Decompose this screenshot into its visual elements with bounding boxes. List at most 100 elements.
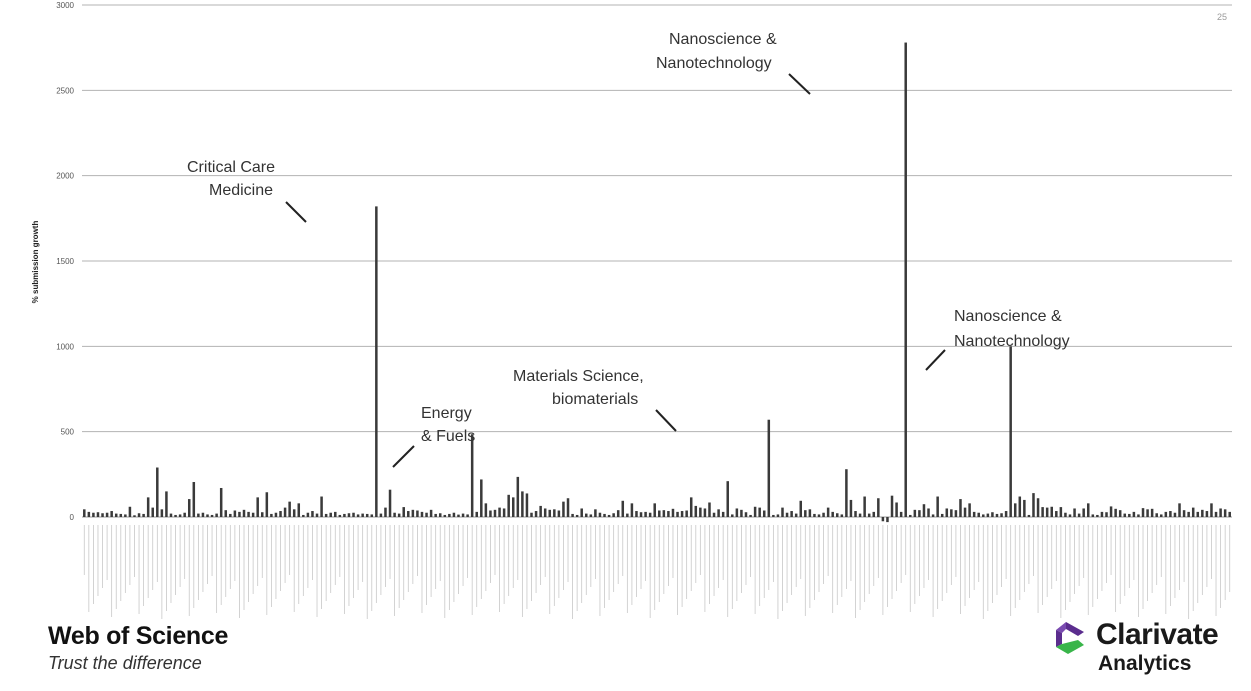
bar [402,507,405,517]
bar [306,512,310,517]
annotation-leader-line [392,445,415,468]
bar [1045,507,1049,517]
bar [1169,511,1172,517]
bar [959,499,962,517]
bar [808,509,812,517]
bar [525,493,529,517]
bar [731,514,734,517]
bar [219,487,223,517]
bar [288,501,291,517]
bar [516,476,520,517]
bar [261,512,264,517]
bar [594,509,597,517]
bar [393,512,396,517]
bar [1173,512,1177,517]
bar [1036,498,1040,517]
bar [1064,512,1067,517]
bar [589,514,593,517]
clarivate-logo-icon [1056,622,1084,654]
bar [1150,508,1154,517]
bar [762,510,766,517]
bar [101,513,104,517]
bar [297,503,301,517]
bar [443,514,447,517]
bar [986,513,990,517]
bar [320,496,323,517]
bar [790,511,793,517]
bar [338,514,342,517]
bar [534,511,538,517]
bar [1141,508,1145,517]
bar [365,513,369,517]
bar [635,511,638,517]
bar [429,509,433,517]
bar [1187,511,1190,517]
bar [452,512,456,517]
bar [83,509,86,517]
web-of-science-branding: Web of Science Trust the difference [48,622,228,674]
bar [1214,511,1218,517]
bar [352,512,355,517]
bar [1091,514,1095,517]
y-axis-label: % submission growth [31,221,40,304]
bar [580,508,583,517]
bar [945,508,949,517]
bar [972,511,976,517]
bar [968,503,971,517]
bar [233,510,237,517]
y-tick-label: 2000 [56,172,74,181]
bar [475,511,478,517]
bar [96,512,100,517]
bar [639,512,643,517]
bar [621,500,625,517]
bar [553,509,556,517]
annotation-leader-line [655,409,677,432]
bar [753,506,757,517]
bar [799,500,803,517]
bar [845,469,848,517]
bar [1018,496,1022,517]
bar [1160,514,1163,517]
bar [1000,513,1003,517]
bar [548,509,552,517]
product-name: Web of Science [48,622,229,650]
page-number: 25 [1216,12,1227,22]
bar [1123,513,1127,517]
bar [457,514,460,517]
bar [1013,503,1017,517]
bar [571,513,574,517]
bar [1118,510,1122,517]
y-tick-label: 500 [61,428,75,437]
bar [498,507,501,517]
bar [982,514,985,517]
bar [448,513,451,517]
bar [178,514,182,517]
bar [927,508,930,517]
bar [717,509,720,517]
y-tick-label: 1500 [56,257,74,266]
annotation-label: Nanotechnology [954,333,1070,350]
bar [954,510,958,517]
bar [612,513,615,517]
bar [708,502,711,517]
bar [165,491,168,517]
bar [160,509,164,517]
bar [334,511,337,517]
bar [607,514,611,517]
bar [726,481,729,517]
annotation-label: Medicine [209,182,273,199]
bar [87,511,91,517]
bar [302,514,305,517]
bar [206,514,209,517]
y-tick-label: 0 [70,513,75,522]
bar [836,513,839,517]
bar [676,511,679,517]
bar [680,511,684,517]
bar [804,510,807,517]
bar [1082,508,1085,517]
bar [785,512,789,517]
bar [1228,511,1231,517]
bar [461,513,465,517]
bar [361,513,364,517]
